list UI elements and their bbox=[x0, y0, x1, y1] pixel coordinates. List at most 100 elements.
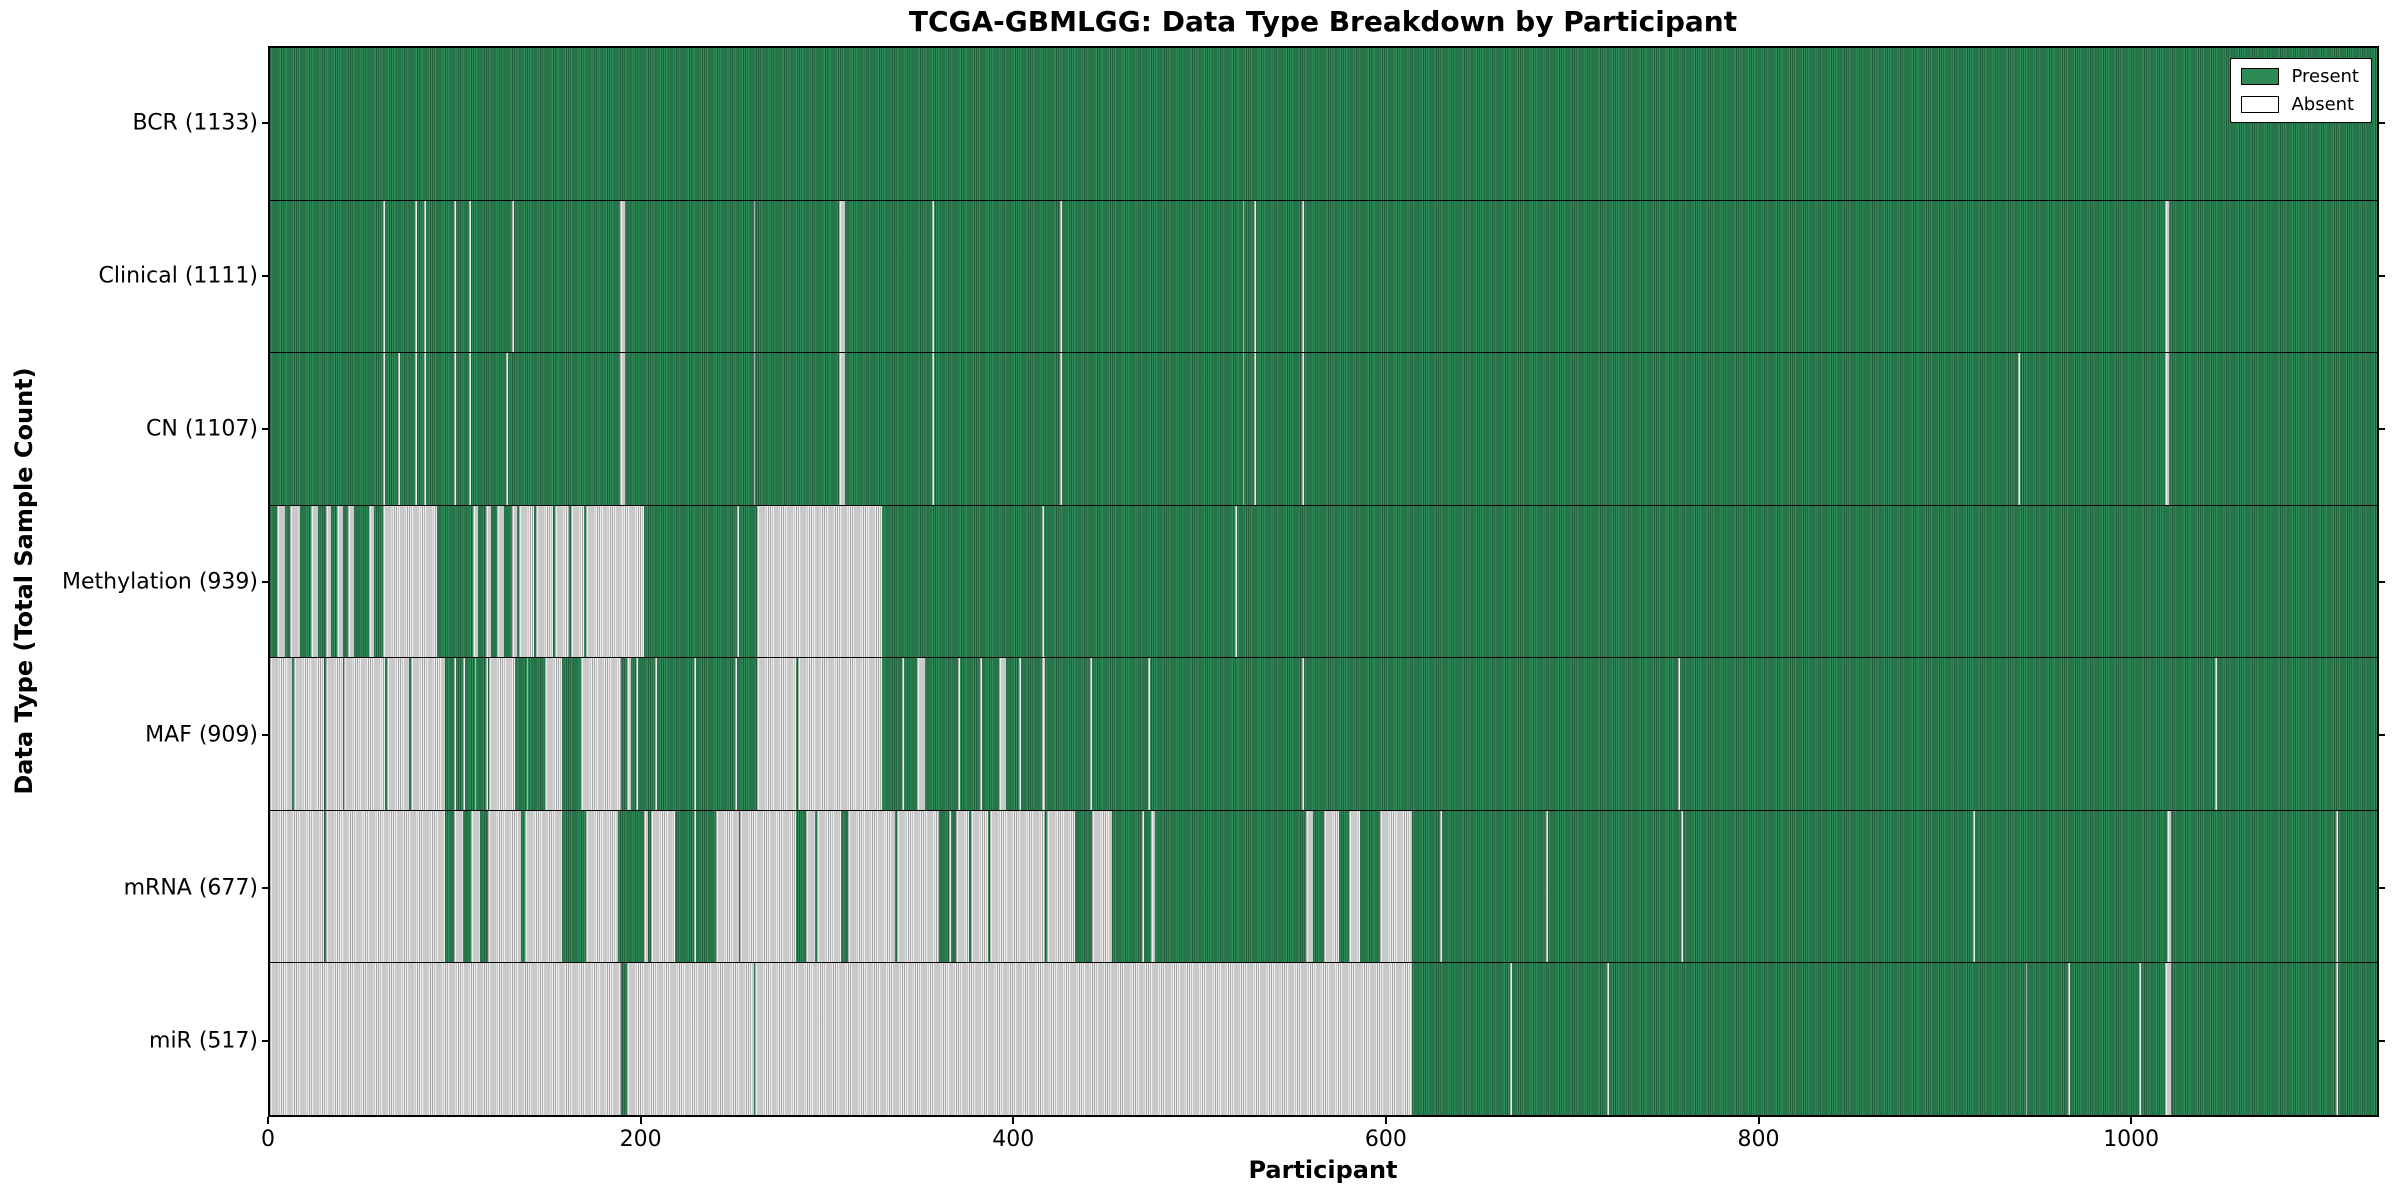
absent-segment bbox=[325, 658, 343, 810]
absent-segment bbox=[651, 810, 676, 963]
absent-segment bbox=[454, 810, 464, 963]
absent-segment bbox=[2164, 963, 2171, 1116]
absent-segment bbox=[753, 353, 756, 505]
absent-segment bbox=[694, 810, 696, 963]
absent-segment bbox=[336, 505, 343, 658]
absent-segment bbox=[2166, 810, 2171, 963]
absent-segment bbox=[454, 200, 456, 353]
absent-segment bbox=[757, 658, 797, 810]
absent-segment bbox=[757, 505, 882, 658]
absent-segment bbox=[2164, 353, 2169, 505]
absent-segment bbox=[643, 810, 648, 963]
absent-segment bbox=[1253, 353, 1256, 505]
absent-segment bbox=[1677, 658, 1680, 810]
absent-segment bbox=[2138, 963, 2141, 1116]
absent-segment bbox=[1060, 200, 1063, 353]
absent-segment bbox=[310, 505, 319, 658]
absent-segment bbox=[1090, 658, 1092, 810]
y-tick-label-methylation: Methylation (939) bbox=[62, 569, 258, 594]
absent-segment bbox=[816, 810, 841, 963]
row-bcr bbox=[270, 48, 2377, 201]
y-tick-label-maf: MAF (909) bbox=[145, 722, 258, 747]
y-tick-label-cn: CN (1107) bbox=[146, 416, 258, 441]
absent-segment bbox=[270, 658, 293, 810]
absent-segment bbox=[627, 658, 631, 810]
absent-segment bbox=[383, 505, 438, 658]
absent-segment bbox=[1324, 810, 1340, 963]
absent-segment bbox=[294, 658, 324, 810]
absent-segment bbox=[2164, 200, 2169, 353]
x-tick-label: 600 bbox=[1364, 1127, 1407, 1152]
absent-segment bbox=[571, 505, 585, 658]
x-tick bbox=[1757, 1117, 1760, 1124]
absent-segment bbox=[1235, 505, 1238, 658]
y-tick bbox=[2379, 886, 2385, 889]
absent-segment bbox=[474, 658, 477, 810]
absent-segment bbox=[489, 658, 516, 810]
y-tick bbox=[262, 427, 268, 430]
absent-segment bbox=[1302, 658, 1304, 810]
legend: Present Absent bbox=[2230, 58, 2372, 123]
y-tick bbox=[262, 274, 268, 277]
absent-segment bbox=[755, 963, 1412, 1116]
absent-segment bbox=[1545, 810, 1548, 963]
absent-segment bbox=[398, 353, 401, 505]
absent-segment bbox=[454, 658, 456, 810]
absent-segment bbox=[896, 810, 940, 963]
absent-segment bbox=[848, 810, 895, 963]
absent-segment bbox=[956, 810, 970, 963]
legend-swatch-present bbox=[2241, 68, 2280, 85]
absent-segment bbox=[1041, 505, 1044, 658]
absent-segment bbox=[485, 505, 492, 658]
absent-segment bbox=[740, 810, 797, 963]
absent-segment bbox=[535, 505, 553, 658]
absent-segment bbox=[839, 353, 845, 505]
absent-segment bbox=[270, 810, 324, 963]
absent-segment bbox=[694, 658, 696, 810]
absent-segment bbox=[1060, 353, 1063, 505]
absent-segment bbox=[1607, 963, 1609, 1116]
absent-segment bbox=[1047, 810, 1076, 963]
chart-title: TCGA-GBMLGG: Data Type Breakdown by Part… bbox=[908, 5, 1738, 38]
absent-segment bbox=[1510, 963, 1513, 1116]
x-tick-label: 0 bbox=[261, 1127, 275, 1152]
y-tick bbox=[2379, 1039, 2385, 1042]
absent-segment bbox=[1242, 200, 1245, 353]
absent-segment bbox=[839, 200, 845, 353]
absent-segment bbox=[2025, 963, 2028, 1116]
legend-swatch-absent bbox=[2241, 96, 2280, 113]
legend-label: Present bbox=[2291, 66, 2359, 87]
absent-segment bbox=[411, 658, 445, 810]
x-axis-title: Participant bbox=[1248, 1156, 1398, 1184]
absent-segment bbox=[368, 505, 375, 658]
absent-segment bbox=[325, 505, 332, 658]
y-tick bbox=[2379, 733, 2385, 736]
absent-segment bbox=[989, 810, 1046, 963]
absent-segment bbox=[1147, 658, 1150, 810]
absent-segment bbox=[415, 200, 417, 353]
absent-segment bbox=[325, 810, 445, 963]
absent-segment bbox=[2336, 963, 2338, 1116]
absent-segment bbox=[736, 505, 739, 658]
row-mrna bbox=[270, 810, 2377, 964]
absent-segment bbox=[716, 810, 739, 963]
x-tick bbox=[2130, 1117, 2133, 1124]
absent-segment bbox=[506, 353, 509, 505]
absent-segment bbox=[753, 200, 756, 353]
legend-item-absent: Absent bbox=[2241, 94, 2359, 115]
absent-segment bbox=[2068, 963, 2071, 1116]
x-tick-label: 400 bbox=[992, 1127, 1035, 1152]
absent-segment bbox=[344, 658, 386, 810]
y-axis-title: Data Type (Total Sample Count) bbox=[10, 367, 38, 795]
absent-segment bbox=[277, 505, 285, 658]
absent-segment bbox=[1253, 200, 1256, 353]
absent-segment bbox=[948, 810, 951, 963]
absent-segment bbox=[511, 505, 518, 658]
absent-segment bbox=[463, 658, 466, 810]
x-tick-label: 200 bbox=[619, 1127, 662, 1152]
absent-segment bbox=[424, 353, 427, 505]
absent-segment bbox=[387, 658, 410, 810]
y-tick-label-mir: miR (517) bbox=[149, 1028, 258, 1053]
x-tick bbox=[1012, 1117, 1015, 1124]
y-tick bbox=[2379, 274, 2385, 277]
